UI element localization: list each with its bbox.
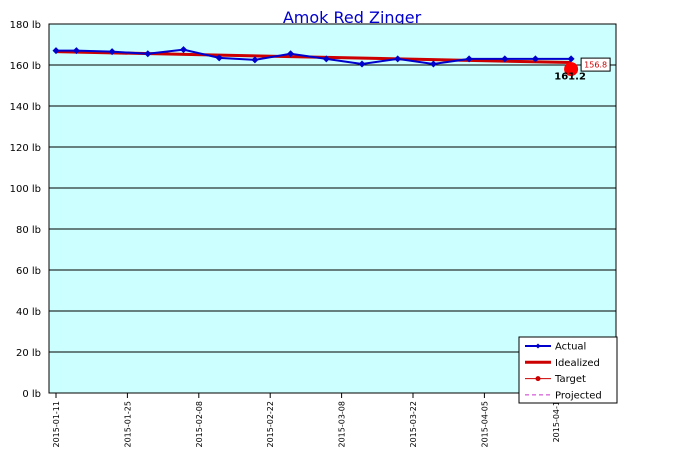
actual-point xyxy=(180,46,187,54)
legend-label: Projected xyxy=(555,390,602,401)
y-axis-ticks: 0 lb 20 lb 40 lb 60 lb 80 lb 100 lb 120 lb 140 … xyxy=(10,20,41,400)
legend-box xyxy=(518,336,618,404)
y-tick-label: 180 lb xyxy=(10,20,41,31)
y-tick-label: 0 lb xyxy=(22,389,41,400)
plot-area xyxy=(48,23,617,394)
y-tick-label: 80 lb xyxy=(16,225,41,236)
y-tick-label: 60 lb xyxy=(16,266,41,277)
actual-point xyxy=(251,56,259,64)
x-tick-label: 2015-02-08 xyxy=(195,401,204,448)
y-tick-label: 40 lb xyxy=(16,307,41,318)
actual-point xyxy=(108,48,116,56)
actual-point xyxy=(322,55,330,63)
x-tick-label: 2015-03-22 xyxy=(409,401,418,448)
actual-point xyxy=(52,47,60,55)
x-tick-label: 2015-03-08 xyxy=(338,401,347,448)
legend-label: Target xyxy=(554,374,586,385)
actual-point xyxy=(215,54,223,62)
x-tick-label: 2015-02-22 xyxy=(266,401,275,448)
actual-point xyxy=(358,60,366,68)
y-tick-label: 20 lb xyxy=(16,348,41,359)
actual-point xyxy=(501,55,509,63)
grid-lines xyxy=(49,64,616,353)
target-marker xyxy=(564,62,579,77)
y-tick-label: 100 lb xyxy=(10,184,41,195)
legend-item-idealized: Idealized xyxy=(525,358,600,369)
target-value-label: 156.8 xyxy=(584,61,607,70)
actual-point xyxy=(531,55,539,63)
x-tick-label: 2015-04-05 xyxy=(480,401,489,448)
y-tick-label: 120 lb xyxy=(10,143,41,154)
actual-line xyxy=(56,48,572,65)
x-tick-label: 2015-01-11 xyxy=(52,401,61,448)
y-tick-label: 160 lb xyxy=(10,61,41,72)
x-tick-label: 2015-04-1 xyxy=(552,401,561,442)
actual-point xyxy=(72,47,80,55)
end-value-label: 161.2 xyxy=(554,72,586,83)
legend-item-projected: Projected xyxy=(525,390,602,401)
legend-label: Idealized xyxy=(555,358,600,369)
chart-title: Amok Red Zinger xyxy=(283,8,422,27)
actual-point xyxy=(287,50,295,58)
actual-point xyxy=(144,50,152,58)
series-marks: 161.2 156.8 xyxy=(52,46,611,83)
legend-item-target: Target xyxy=(525,374,586,385)
y-tick-label: 140 lb xyxy=(10,102,41,113)
x-axis-ticks: 2015-01-11 2015-01-25 2015-02-08 2015-02-22… xyxy=(52,393,561,448)
legend-item-actual: Actual xyxy=(525,342,586,353)
x-tick-label: 2015-01-25 xyxy=(123,401,132,448)
actual-point xyxy=(567,55,575,63)
actual-point xyxy=(429,60,437,68)
actual-point xyxy=(465,55,473,63)
legend-marker xyxy=(535,376,541,382)
legend: Actual Idealized Target Projected xyxy=(518,336,618,404)
legend-label: Actual xyxy=(555,342,586,353)
target-value-box xyxy=(580,57,611,72)
actual-point xyxy=(394,55,402,63)
legend-marker xyxy=(535,343,541,349)
